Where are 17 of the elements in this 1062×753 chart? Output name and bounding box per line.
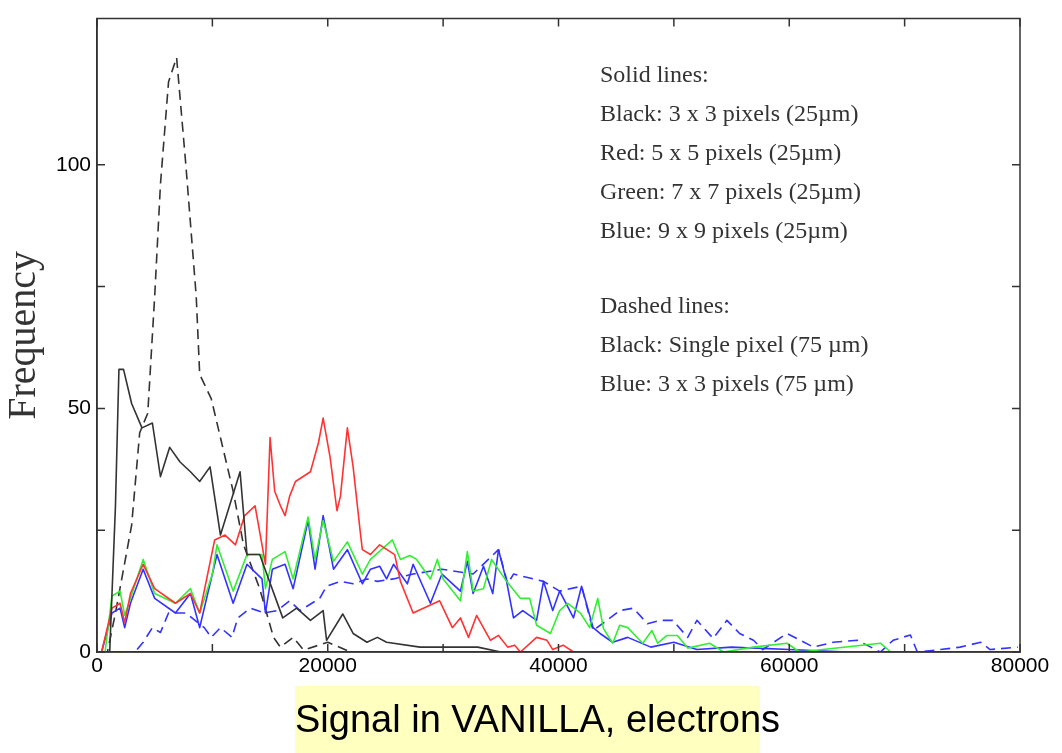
x-tick-label: 40000: [529, 653, 588, 677]
annotation: Dashed lines:: [600, 291, 731, 320]
x-tick-label: 20000: [298, 653, 357, 677]
annotation: Solid lines:: [600, 60, 710, 89]
annotation: Blue: 3 x 3 pixels (75 µm): [600, 369, 855, 398]
y-tick-label: 0: [79, 638, 91, 662]
y-tick-label: 50: [67, 395, 91, 419]
annotation: Black: 3 x 3 pixels (25µm): [600, 99, 860, 128]
annotation: Black: Single pixel (75 µm): [600, 330, 869, 359]
x-axis-title: Signal in VANILLA, electrons: [295, 697, 781, 742]
annotation: Green: 7 x 7 pixels (25µm): [600, 177, 863, 206]
annotation: Blue: 9 x 9 pixels (25µm): [600, 216, 849, 245]
x-tick-label: 60000: [760, 653, 819, 677]
y-axis-title: Frequency: [0, 250, 44, 420]
x-tick-label: 80000: [990, 653, 1050, 677]
annotation: Red: 5 x 5 pixels (25µm): [600, 138, 843, 167]
y-tick-label: 100: [55, 151, 91, 175]
